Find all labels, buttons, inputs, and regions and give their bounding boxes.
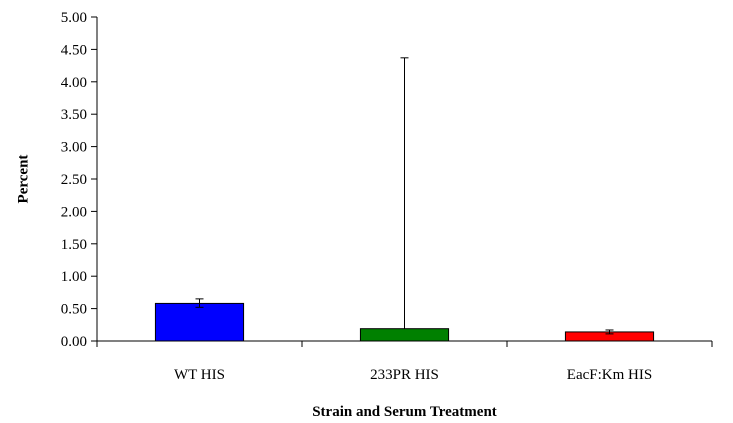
y-tick-label: 1.00 <box>61 269 87 285</box>
y-tick-label: 5.00 <box>61 10 87 26</box>
x-tick-label: 233PR HIS <box>370 367 439 383</box>
y-tick-label: 1.50 <box>61 237 87 253</box>
y-tick-label: 3.00 <box>61 140 87 156</box>
bar <box>359 328 450 342</box>
y-tick-label: 0.50 <box>61 302 87 318</box>
y-tick-label: 2.00 <box>61 204 87 220</box>
y-axis-title: Percent <box>15 155 31 204</box>
y-tick-label: 3.50 <box>61 107 87 123</box>
x-axis-ticks: WT HIS 233PR HIS EacF:Km HIS <box>96 341 713 383</box>
x-axis-title: Strain and Serum Treatment <box>312 404 497 420</box>
bar <box>154 302 245 342</box>
y-tick-label: 2.50 <box>61 172 87 188</box>
x-tick-label: EacF:Km HIS <box>567 367 652 383</box>
y-tick-label: 4.00 <box>61 75 87 91</box>
y-axis-ticks: 0.00 0.50 1.00 1.50 2.00 2.50 3.00 3.50 4.00 4.50… <box>61 10 97 350</box>
y-tick-label: 0.00 <box>61 334 87 350</box>
x-tick-label: WT HIS <box>174 367 225 383</box>
y-tick-label: 4.50 <box>61 42 87 58</box>
error-bars <box>195 57 614 335</box>
